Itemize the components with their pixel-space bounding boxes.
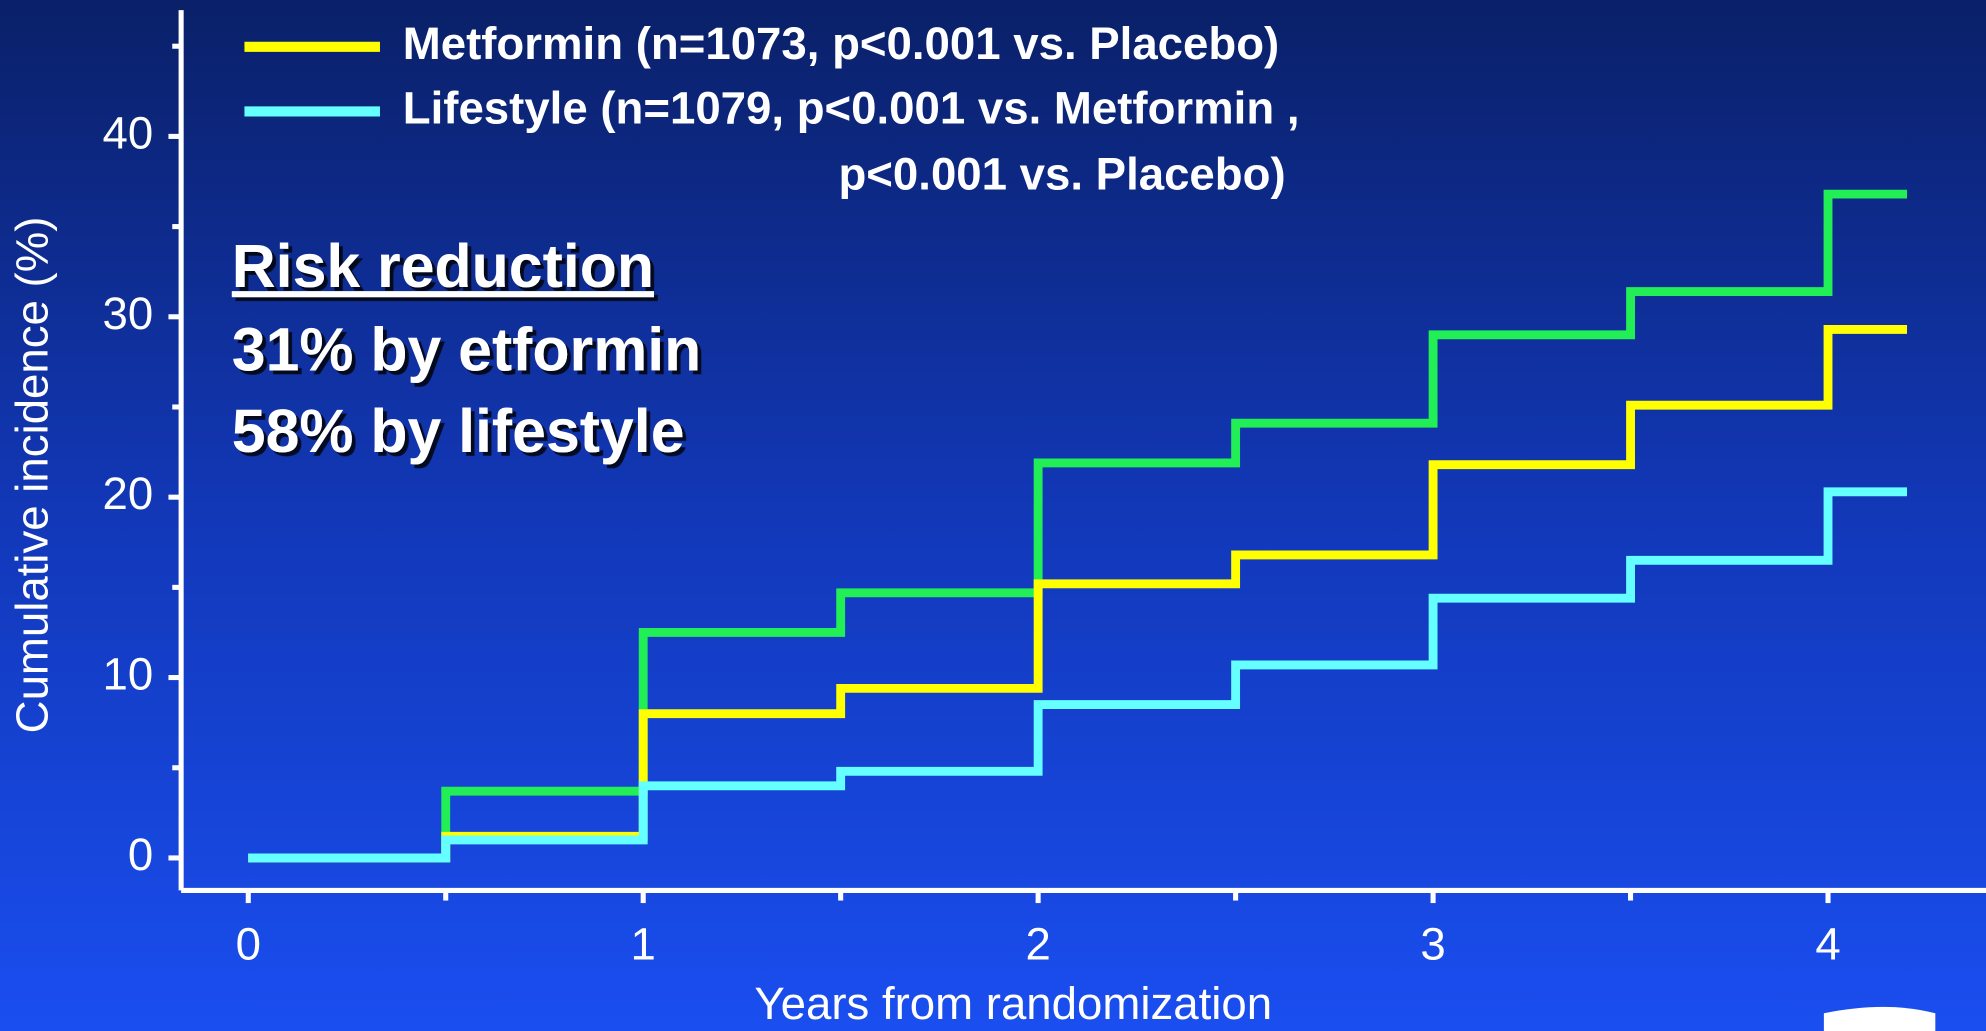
y-tick-label: 10	[103, 649, 154, 700]
y-axis-label: Cumulative incidence (%)	[7, 217, 58, 734]
logo	[1823, 1006, 1936, 1031]
legend-line: Lifestyle (n=1079, p<0.001 vs. Metformin…	[403, 83, 1312, 134]
x-tick-label: 0	[236, 918, 261, 969]
y-tick-label: 20	[103, 468, 154, 519]
y-tick-label: 40	[103, 107, 154, 158]
x-tick-label: 3	[1420, 918, 1445, 969]
legend-label: Lifestyle (n=1079, p<0.001 vs. Metformin…	[403, 83, 1312, 200]
annotation: 31% by etformin	[232, 316, 701, 384]
x-axis-label: Years from randomization	[754, 978, 1272, 1029]
step-line	[248, 189, 1908, 863]
y-tick-label: 0	[128, 829, 153, 880]
x-tick-label: 1	[631, 918, 656, 969]
legend-line: p<0.001 vs. Placebo)	[838, 148, 1285, 199]
annotation: 58% by lifestyle	[232, 397, 685, 465]
legend-label: Metformin (n=1073, p<0.001 vs. Placebo)	[403, 18, 1279, 69]
x-tick-label: 4	[1815, 918, 1840, 969]
x-tick-label: 2	[1025, 918, 1050, 969]
annotation: Risk reduction	[232, 232, 654, 300]
step-line	[248, 487, 1908, 863]
y-tick-label: 30	[103, 288, 154, 339]
